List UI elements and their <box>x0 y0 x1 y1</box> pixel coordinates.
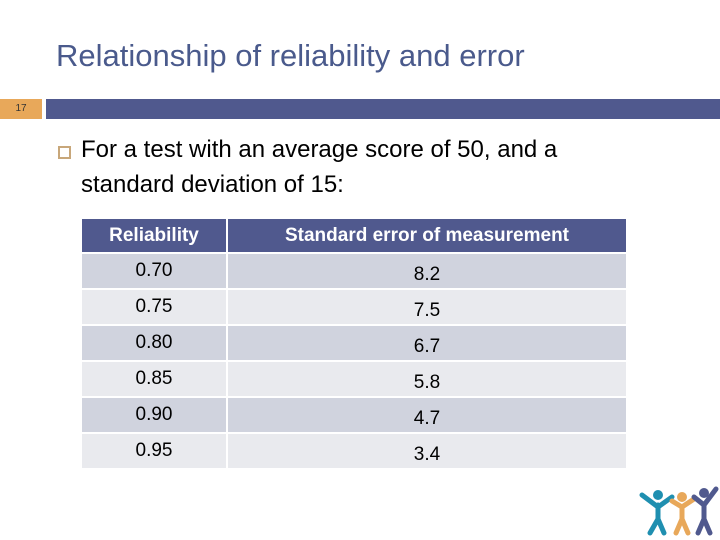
reliability-table: Reliability Standard error of measuremen… <box>80 217 628 470</box>
table-row: 0.95 3.4 <box>82 434 626 468</box>
reliability-cell: 0.95 <box>82 434 226 468</box>
header-bar <box>46 99 720 119</box>
table-row: 0.80 6.7 <box>82 326 626 360</box>
bullet-icon <box>58 146 71 159</box>
sem-cell: 3.4 <box>228 434 626 468</box>
people-logo-icon <box>639 486 719 536</box>
table-row: 0.90 4.7 <box>82 398 626 432</box>
reliability-cell: 0.70 <box>82 254 226 288</box>
header-sem: Standard error of measurement <box>228 219 626 252</box>
table-row: 0.75 7.5 <box>82 290 626 324</box>
header-reliability: Reliability <box>82 219 226 252</box>
sem-cell: 7.5 <box>228 290 626 324</box>
reliability-cell: 0.75 <box>82 290 226 324</box>
table-row: 0.70 8.2 <box>82 254 626 288</box>
sem-cell: 4.7 <box>228 398 626 432</box>
slide-title: Relationship of reliability and error <box>56 38 525 73</box>
bullet-text: For a test with an average score of 50, … <box>81 136 558 198</box>
sem-cell: 5.8 <box>228 362 626 396</box>
sem-cell: 8.2 <box>228 254 626 288</box>
reliability-cell: 0.85 <box>82 362 226 396</box>
reliability-cell: 0.90 <box>82 398 226 432</box>
slide-number: 17 <box>0 99 42 119</box>
table-row: 0.85 5.8 <box>82 362 626 396</box>
reliability-cell: 0.80 <box>82 326 226 360</box>
sem-cell: 6.7 <box>228 326 626 360</box>
